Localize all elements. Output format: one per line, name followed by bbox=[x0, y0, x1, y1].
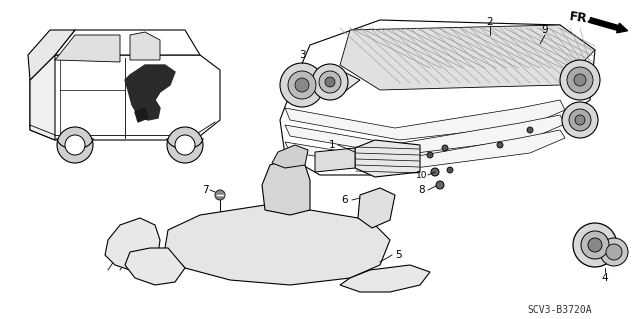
Circle shape bbox=[427, 152, 433, 158]
Circle shape bbox=[319, 71, 341, 93]
Polygon shape bbox=[316, 70, 360, 97]
Circle shape bbox=[442, 145, 448, 151]
Circle shape bbox=[600, 238, 628, 266]
Polygon shape bbox=[28, 30, 75, 80]
Polygon shape bbox=[340, 265, 430, 292]
Circle shape bbox=[215, 190, 225, 200]
Circle shape bbox=[560, 60, 600, 100]
Circle shape bbox=[167, 127, 203, 163]
Circle shape bbox=[606, 244, 622, 260]
Text: 6: 6 bbox=[342, 195, 348, 205]
Polygon shape bbox=[285, 100, 565, 140]
Circle shape bbox=[288, 71, 316, 99]
Circle shape bbox=[562, 102, 598, 138]
Circle shape bbox=[575, 115, 585, 125]
Circle shape bbox=[436, 181, 444, 189]
Circle shape bbox=[574, 74, 586, 86]
Text: 10: 10 bbox=[416, 170, 428, 180]
Polygon shape bbox=[280, 20, 595, 175]
Polygon shape bbox=[285, 115, 565, 155]
Polygon shape bbox=[272, 145, 308, 168]
Circle shape bbox=[497, 142, 503, 148]
Polygon shape bbox=[125, 65, 175, 120]
Circle shape bbox=[57, 127, 93, 163]
Polygon shape bbox=[358, 188, 395, 228]
Text: 8: 8 bbox=[419, 185, 426, 195]
Circle shape bbox=[447, 167, 453, 173]
Circle shape bbox=[431, 168, 439, 176]
Polygon shape bbox=[55, 35, 120, 62]
Text: 9: 9 bbox=[541, 25, 548, 35]
Circle shape bbox=[175, 135, 195, 155]
Circle shape bbox=[280, 63, 324, 107]
Polygon shape bbox=[30, 55, 55, 140]
Polygon shape bbox=[130, 32, 160, 60]
Text: 5: 5 bbox=[395, 250, 401, 260]
Polygon shape bbox=[30, 55, 220, 140]
Text: FR.: FR. bbox=[568, 10, 593, 26]
Polygon shape bbox=[125, 248, 185, 285]
Polygon shape bbox=[315, 148, 355, 172]
Circle shape bbox=[295, 78, 309, 92]
Text: 3: 3 bbox=[299, 50, 305, 60]
Circle shape bbox=[65, 135, 85, 155]
Circle shape bbox=[527, 127, 533, 133]
Polygon shape bbox=[355, 140, 420, 177]
Polygon shape bbox=[165, 205, 390, 285]
Circle shape bbox=[325, 77, 335, 87]
Circle shape bbox=[573, 223, 617, 267]
Text: 7: 7 bbox=[202, 185, 208, 195]
Circle shape bbox=[567, 67, 593, 93]
Text: 1: 1 bbox=[329, 140, 335, 150]
Text: SCV3-B3720A: SCV3-B3720A bbox=[528, 305, 592, 315]
Polygon shape bbox=[285, 130, 565, 170]
Polygon shape bbox=[262, 160, 310, 215]
Polygon shape bbox=[55, 30, 200, 55]
Circle shape bbox=[588, 238, 602, 252]
FancyArrow shape bbox=[589, 18, 628, 33]
Text: 4: 4 bbox=[602, 273, 608, 283]
Circle shape bbox=[581, 231, 609, 259]
Polygon shape bbox=[340, 25, 595, 90]
Circle shape bbox=[312, 64, 348, 100]
Polygon shape bbox=[105, 218, 160, 270]
Text: 2: 2 bbox=[486, 17, 493, 27]
Circle shape bbox=[569, 109, 591, 131]
Polygon shape bbox=[135, 108, 148, 122]
